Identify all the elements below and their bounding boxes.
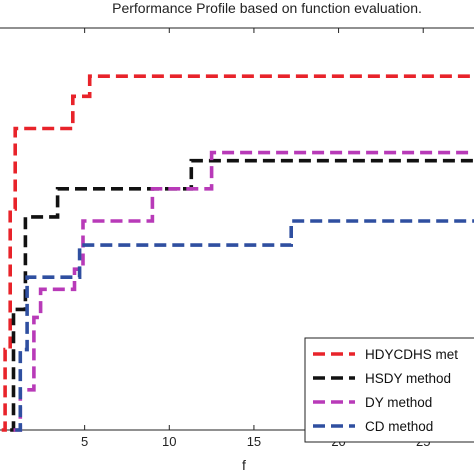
series-layer xyxy=(1,74,474,432)
legend-entry: HSDY method xyxy=(365,371,451,386)
x-tick-label: 5 xyxy=(81,434,88,449)
x-tick-label: 10 xyxy=(162,434,176,449)
x-tick-label: 15 xyxy=(247,434,261,449)
legend-entry: DY method xyxy=(365,395,432,410)
series-line xyxy=(15,219,474,432)
legend-entry: CD method xyxy=(365,419,433,434)
x-axis-label: f xyxy=(242,457,246,473)
series-line xyxy=(13,150,474,432)
chart-title: Performance Profile based on function ev… xyxy=(112,0,422,16)
legend-entry: HDYCDHS met xyxy=(365,347,458,362)
legend: HDYCDHS met HSDY method DY method CD method xyxy=(304,337,474,443)
